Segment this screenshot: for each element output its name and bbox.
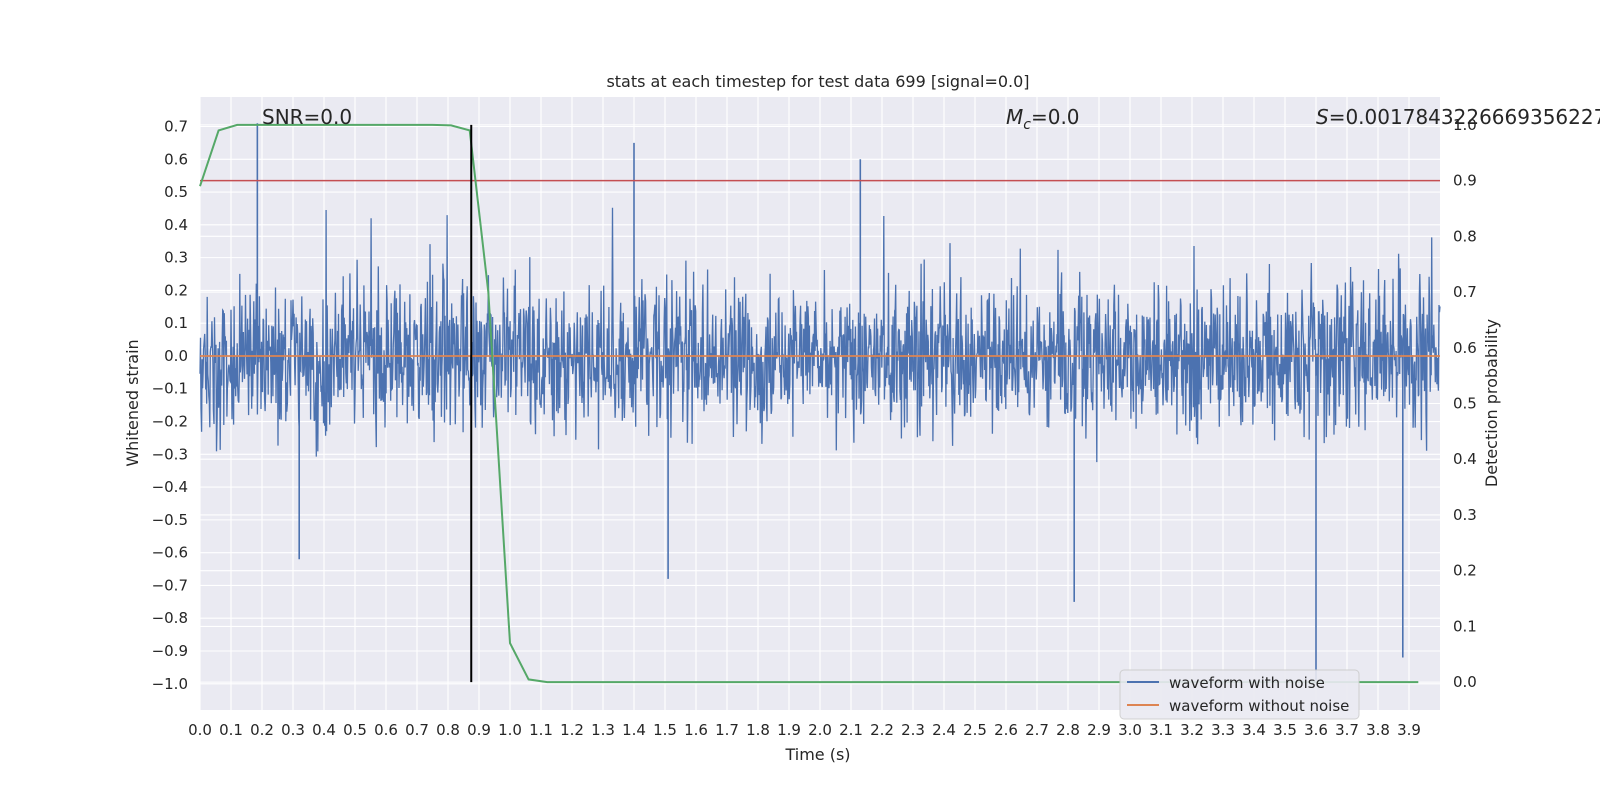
x-tick-label: 1.0 (498, 721, 522, 739)
y-tick-label: −0.8 (152, 609, 188, 627)
x-tick-label: 0.8 (436, 721, 460, 739)
x-tick-label: 3.6 (1304, 721, 1328, 739)
legend: waveform with noise waveform without noi… (1119, 669, 1360, 720)
x-tick-label: 3.8 (1366, 721, 1390, 739)
y-tick-label: −1.0 (152, 675, 188, 693)
y2-tick-labels: 1.0 0.9 0.8 0.7 0.6 0.5 0.4 0.3 0.2 0.1 0.0 (1453, 116, 1477, 691)
x-tick-label: 0.3 (281, 721, 305, 739)
x-tick-label: 2.9 (1087, 721, 1111, 739)
x-tick-labels: 0.0 0.1 0.2 0.3 0.4 0.5 0.6 0.7 0.8 0.9 1.0 1.1 1.2 1… (188, 721, 1421, 739)
annotation-mc-symbol: M (1006, 105, 1023, 129)
x-tick-label: 2.3 (901, 721, 925, 739)
x-tick-label: 3.2 (1180, 721, 1204, 739)
x-tick-label: 1.6 (684, 721, 708, 739)
x-tick-label: 2.7 (1025, 721, 1049, 739)
x-tick-label: 0.5 (343, 721, 367, 739)
y-tick-label: 0.1 (164, 314, 188, 332)
x-tick-label: 3.5 (1273, 721, 1297, 739)
annotation-s: S=0.0017843226669356227 (1316, 105, 1600, 129)
y-tick-label: −0.2 (152, 413, 188, 431)
x-tick-label: 1.7 (715, 721, 739, 739)
x-tick-label: 0.9 (467, 721, 491, 739)
y2-axis-label: Detection probability (1482, 319, 1501, 487)
x-tick-label: 1.3 (591, 721, 615, 739)
y-tick-label: 0.0 (164, 347, 188, 365)
x-tick-label: 3.7 (1335, 721, 1359, 739)
x-tick-label: 2.4 (932, 721, 956, 739)
x-tick-label: 0.7 (405, 721, 429, 739)
y2-tick-label: 0.7 (1453, 283, 1477, 301)
chart-title: stats at each timestep for test data 699… (606, 72, 1029, 91)
y-axis-label: Whitened strain (123, 339, 142, 466)
x-tick-label: 0.0 (188, 721, 212, 739)
y2-tick-label: 0.5 (1453, 395, 1477, 413)
annotation-mc-sub: c (1023, 117, 1031, 133)
x-tick-label: 0.1 (219, 721, 243, 739)
y2-tick-label: 0.1 (1453, 617, 1477, 635)
y2-tick-label: 0.9 (1453, 172, 1477, 190)
legend-box (1119, 669, 1360, 720)
y-tick-label: 0.4 (164, 216, 188, 234)
y2-tick-label: 0.2 (1453, 562, 1477, 580)
x-tick-label: 3.0 (1118, 721, 1142, 739)
annotation-s-symbol: S (1316, 105, 1329, 129)
y2-tick-label: 1.0 (1453, 116, 1477, 134)
series-waveform-with-noise (199, 123, 1441, 681)
y2-tick-label: 0.3 (1453, 506, 1477, 524)
y-tick-label: 0.3 (164, 249, 188, 267)
x-tick-label: 3.9 (1397, 721, 1421, 739)
y2-tick-label: 0.0 (1453, 673, 1477, 691)
y-tick-label: −0.9 (152, 642, 188, 660)
noise-line (199, 207, 1441, 463)
y2-tick-label: 0.8 (1453, 227, 1477, 245)
x-tick-label: 3.4 (1242, 721, 1266, 739)
legend-label-clean: waveform without noise (1169, 697, 1349, 715)
y-tick-label: −0.5 (152, 511, 188, 529)
x-axis-label: Time (s) (784, 745, 850, 764)
y-tick-label: −0.3 (152, 445, 188, 463)
y2-tick-label: 0.6 (1453, 339, 1477, 357)
y-tick-label: 0.7 (164, 118, 188, 136)
annotation-snr: SNR=0.0 (262, 105, 352, 129)
annotation-s-value: =0.0017843226669356227 (1329, 105, 1600, 129)
x-tick-label: 3.1 (1149, 721, 1173, 739)
y-tick-label: −0.6 (152, 544, 188, 562)
x-tick-label: 1.2 (560, 721, 584, 739)
x-tick-label: 2.6 (994, 721, 1018, 739)
legend-label-noise: waveform with noise (1169, 674, 1325, 692)
x-tick-label: 2.8 (1056, 721, 1080, 739)
x-tick-label: 1.4 (622, 721, 646, 739)
x-tick-label: 2.0 (808, 721, 832, 739)
x-tick-label: 0.6 (374, 721, 398, 739)
annotation-mc-value: =0.0 (1031, 105, 1080, 129)
x-tick-label: 1.8 (746, 721, 770, 739)
x-tick-label: 2.5 (963, 721, 987, 739)
x-tick-label: 2.2 (870, 721, 894, 739)
series-detection-probability (199, 123, 1419, 684)
y-tick-label: −0.7 (152, 576, 188, 594)
y-tick-label: −0.4 (152, 478, 188, 496)
y-tick-label: 0.2 (164, 281, 188, 299)
x-tick-label: 1.9 (777, 721, 801, 739)
y-tick-label: 0.5 (164, 183, 188, 201)
y2-tick-label: 0.4 (1453, 450, 1477, 468)
x-tick-label: 0.4 (312, 721, 336, 739)
x-tick-label: 1.5 (653, 721, 677, 739)
x-tick-label: 3.3 (1211, 721, 1235, 739)
probability-line (199, 123, 1419, 684)
y-tick-label: 0.6 (164, 150, 188, 168)
x-tick-label: 1.1 (529, 721, 553, 739)
annotation-mc: Mc=0.0 (1006, 105, 1080, 133)
y-tick-label: −0.1 (152, 380, 188, 398)
y-tick-labels: 0.7 0.6 0.5 0.4 0.3 0.2 0.1 0.0 −0.1 −0.2 −0.3 −0.4… (152, 118, 188, 693)
x-tick-label: 2.1 (839, 721, 863, 739)
x-tick-label: 0.2 (250, 721, 274, 739)
